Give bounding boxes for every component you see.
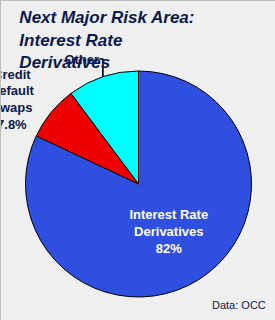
svg-text:CreditDefaultSwaps7.8%: CreditDefaultSwaps7.8% — [1, 67, 35, 133]
svg-text:Data: OCC: Data: OCC — [212, 299, 266, 311]
svg-text:Other: Other — [64, 52, 99, 67]
svg-text:Interest RateDerivatives82%: Interest RateDerivatives82% — [129, 207, 208, 256]
svg-text:Next Major Risk Area:Interest: Next Major Risk Area:Interest RateDeriva… — [19, 8, 194, 71]
